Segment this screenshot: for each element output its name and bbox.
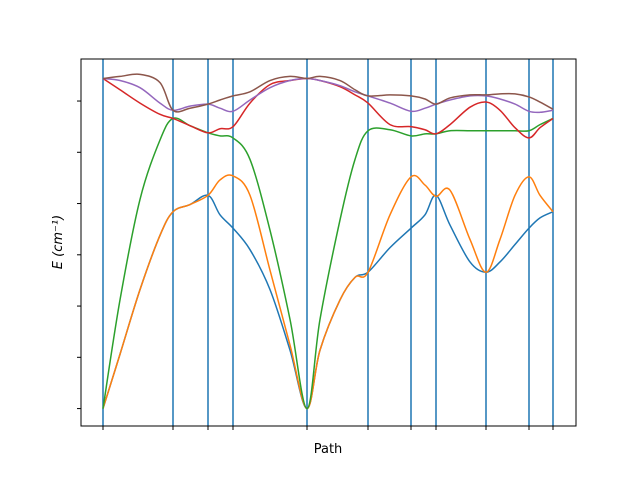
x-axis-label: Path xyxy=(314,442,343,457)
plot-area xyxy=(102,59,554,426)
band-line xyxy=(102,77,554,114)
band-line xyxy=(102,73,554,113)
band-line xyxy=(102,117,554,410)
axes-frame xyxy=(80,58,577,427)
y-axis-label: E (cm⁻¹) xyxy=(51,215,66,269)
band-line xyxy=(102,174,554,410)
band-line xyxy=(102,77,554,139)
